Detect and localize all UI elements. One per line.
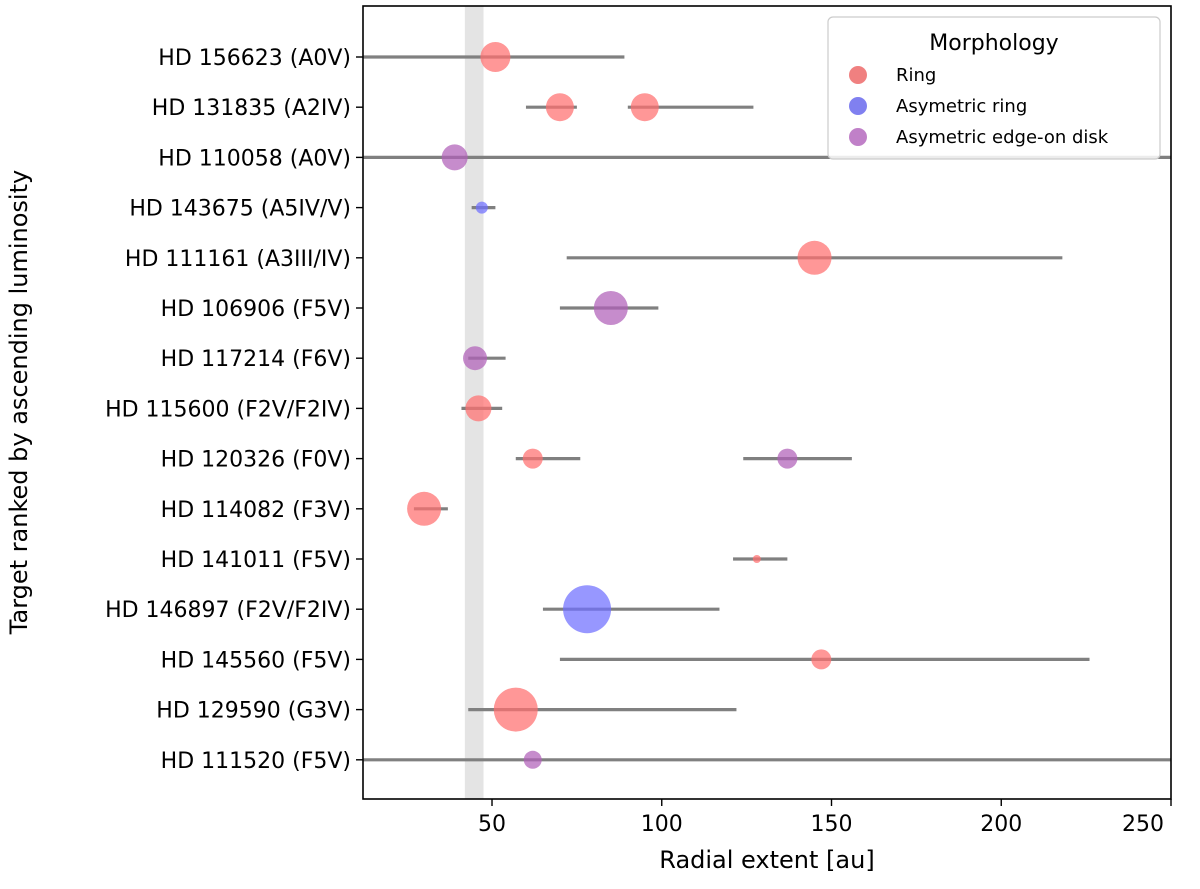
y-tick-label-1: HD 156623 (A0V) [158, 46, 351, 71]
marker-11 [777, 448, 798, 469]
x-tick-label-4: 200 [980, 812, 1022, 837]
x-tick-label-3: 150 [811, 812, 853, 837]
y-tick-label-9: HD 120326 (F0V) [161, 448, 351, 473]
marker-16 [493, 687, 538, 732]
x-axis-label: Radial extent [au] [659, 846, 874, 874]
legend: Morphology Ring Asymetric ring Asymetric… [827, 16, 1161, 160]
legend-marker-asymetric-ring [849, 97, 867, 115]
marker-10 [522, 448, 543, 469]
marker-9 [465, 395, 492, 422]
marker-2 [545, 93, 574, 122]
y-axis-label: Target ranked by ascending luminosity [5, 170, 33, 635]
y-tick-label-10: HD 114082 (F3V) [161, 498, 351, 523]
marker-13 [752, 555, 761, 563]
legend-label-asymetric-ring: Asymetric ring [896, 96, 1027, 117]
y-tick-label-5: HD 111161 (A3III/IV) [125, 247, 351, 272]
marker-5 [475, 201, 488, 214]
legend-marker-asymetric-edge-on-disk [849, 128, 867, 146]
marker-6 [797, 240, 832, 275]
y-tick-label-11: HD 141011 (F5V) [161, 548, 351, 573]
marker-8 [463, 346, 488, 371]
legend-title: Morphology [929, 31, 1058, 56]
y-tick-label-8: HD 115600 (F2V/F2IV) [105, 397, 351, 422]
y-tick-label-7: HD 117214 (F6V) [161, 347, 351, 372]
marker-3 [630, 93, 659, 122]
marker-4 [441, 144, 468, 171]
y-tick-label-15: HD 111520 (F5V) [161, 749, 351, 774]
y-tick-label-14: HD 129590 (G3V) [156, 699, 351, 724]
legend-marker-ring [849, 66, 867, 84]
legend-label-asymetric-edge-on-disk: Asymetric edge-on disk [896, 127, 1109, 148]
marker-15 [811, 649, 832, 670]
y-tick-label-4: HD 143675 (A5IV/V) [129, 197, 351, 222]
x-tick-label-2: 100 [641, 812, 683, 837]
y-tick-label-3: HD 110058 (A0V) [158, 146, 351, 171]
y-tick-label-12: HD 146897 (F2V/F2IV) [105, 598, 351, 623]
marker-17 [523, 750, 542, 769]
x-tick-label-1: 50 [478, 812, 506, 837]
marker-12 [407, 491, 442, 526]
marker-1 [480, 42, 511, 72]
y-tick-label-2: HD 131835 (A2IV) [152, 96, 351, 121]
y-tick-label-6: HD 106906 (F5V) [161, 297, 351, 322]
x-tick-label-5: 250 [1122, 812, 1164, 837]
legend-box [827, 16, 1161, 160]
marker-14 [563, 585, 612, 634]
y-tick-label-13: HD 145560 (F5V) [161, 648, 351, 673]
marker-7 [593, 291, 628, 325]
plot-frame [362, 5, 1172, 800]
legend-label-ring: Ring [896, 65, 936, 86]
axes: HD 156623 (A0V) HD 131835 (A2IV) HD 110058… [105, 46, 1172, 837]
